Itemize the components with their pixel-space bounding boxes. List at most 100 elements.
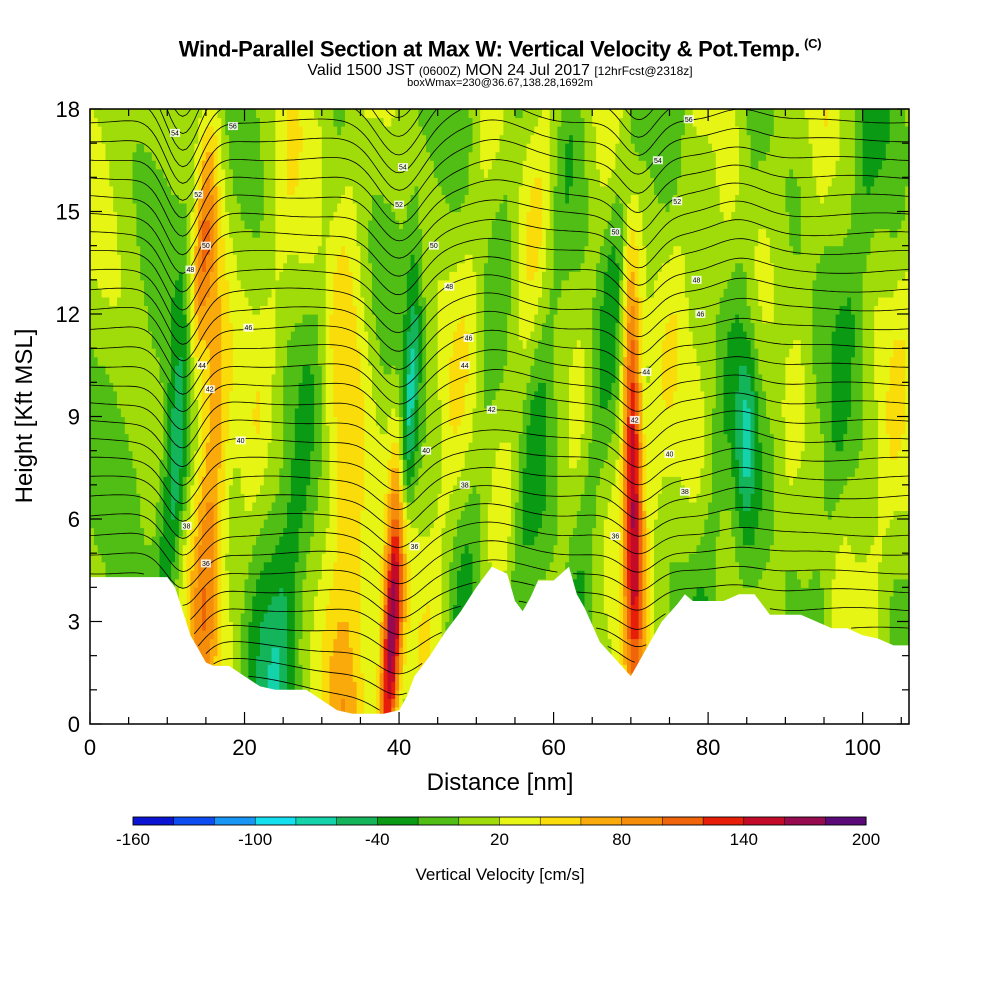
velocity-cell: [302, 544, 307, 554]
velocity-cell: [287, 450, 292, 460]
velocity-cell: [341, 655, 346, 665]
velocity-cell: [252, 459, 257, 469]
velocity-cell: [325, 484, 331, 494]
velocity-cell: [317, 305, 323, 315]
velocity-cell: [217, 160, 222, 170]
velocity-cell: [147, 151, 153, 161]
velocity-cell: [105, 348, 110, 358]
velocity-cell: [151, 203, 157, 213]
velocity-cell: [202, 544, 207, 554]
velocity-cell: [244, 126, 249, 136]
velocity-cell: [117, 168, 122, 178]
velocity-cell: [279, 177, 284, 187]
velocity-cell: [186, 356, 192, 366]
velocity-cell: [256, 160, 261, 170]
velocity-cell: [263, 254, 269, 264]
velocity-cell: [290, 425, 296, 435]
velocity-cell: [117, 399, 122, 409]
velocity-cell: [109, 245, 114, 255]
velocity-cell: [267, 211, 273, 221]
velocity-cell: [205, 425, 211, 435]
velocity-cell: [298, 348, 304, 358]
velocity-cell: [90, 185, 95, 195]
velocity-cell: [190, 117, 195, 127]
velocity-cell: [310, 638, 315, 648]
velocity-cell: [113, 126, 118, 136]
velocity-cell: [194, 484, 199, 494]
velocity-cell: [275, 655, 280, 665]
velocity-cell: [144, 322, 149, 332]
velocity-cell: [279, 604, 284, 614]
velocity-cell: [205, 134, 211, 144]
velocity-cell: [341, 185, 346, 195]
velocity-cell: [232, 433, 238, 443]
velocity-cell: [202, 203, 207, 213]
velocity-cell: [333, 314, 338, 324]
velocity-cell: [209, 168, 215, 178]
velocity-cell: [209, 416, 215, 426]
velocity-cell: [186, 476, 192, 486]
velocity-cell: [90, 382, 95, 392]
velocity-cell: [263, 664, 269, 674]
velocity-cell: [283, 442, 288, 452]
velocity-cell: [240, 109, 246, 119]
velocity-cell: [175, 476, 180, 486]
velocity-cell: [155, 544, 161, 554]
velocity-cell: [175, 245, 180, 255]
velocity-cell: [175, 416, 180, 426]
velocity-cell: [236, 664, 242, 674]
velocity-cell: [314, 117, 319, 127]
velocity-cell: [317, 220, 323, 230]
velocity-cell: [337, 331, 342, 341]
velocity-cell: [202, 647, 207, 657]
velocity-cell: [159, 467, 164, 477]
velocity-cell: [267, 296, 273, 306]
velocity-cell: [314, 647, 319, 657]
velocity-cell: [213, 510, 219, 520]
velocity-cell: [128, 314, 134, 324]
velocity-cell: [202, 450, 207, 460]
velocity-cell: [314, 177, 319, 187]
velocity-cell: [240, 203, 246, 213]
velocity-cell: [213, 647, 219, 657]
velocity-cell: [321, 279, 327, 289]
velocity-cell: [140, 220, 145, 230]
velocity-cell: [171, 339, 176, 349]
velocity-cell: [294, 348, 300, 358]
velocity-cell: [298, 314, 304, 324]
velocity-cell: [167, 501, 172, 511]
velocity-cell: [120, 501, 126, 511]
velocity-cell: [294, 595, 300, 605]
velocity-cell: [167, 450, 172, 460]
velocity-cell: [117, 254, 122, 264]
velocity-cell: [213, 254, 219, 264]
velocity-cell: [198, 314, 203, 324]
velocity-cell: [314, 553, 319, 563]
velocity-cell: [302, 109, 307, 119]
velocity-cell: [90, 288, 95, 298]
velocity-cell: [329, 185, 334, 195]
velocity-cell: [117, 279, 122, 289]
velocity-cell: [163, 262, 168, 272]
velocity-cell: [337, 450, 342, 460]
velocity-cell: [109, 339, 114, 349]
velocity-cell: [136, 467, 141, 477]
velocity-cell: [294, 322, 300, 332]
velocity-cell: [217, 484, 222, 494]
velocity-cell: [352, 706, 358, 716]
velocity-cell: [310, 237, 315, 247]
velocity-cell: [225, 203, 230, 213]
velocity-cell: [337, 211, 342, 221]
velocity-cell: [167, 442, 172, 452]
velocity-cell: [202, 373, 207, 383]
velocity-cell: [232, 126, 238, 136]
velocity-cell: [352, 442, 358, 452]
velocity-cell: [221, 262, 226, 272]
velocity-cell: [198, 109, 203, 119]
velocity-cell: [209, 476, 215, 486]
velocity-cell: [294, 519, 300, 529]
velocity-cell: [229, 203, 234, 213]
velocity-cell: [128, 151, 134, 161]
velocity-cell: [256, 305, 261, 315]
velocity-cell: [252, 390, 257, 400]
